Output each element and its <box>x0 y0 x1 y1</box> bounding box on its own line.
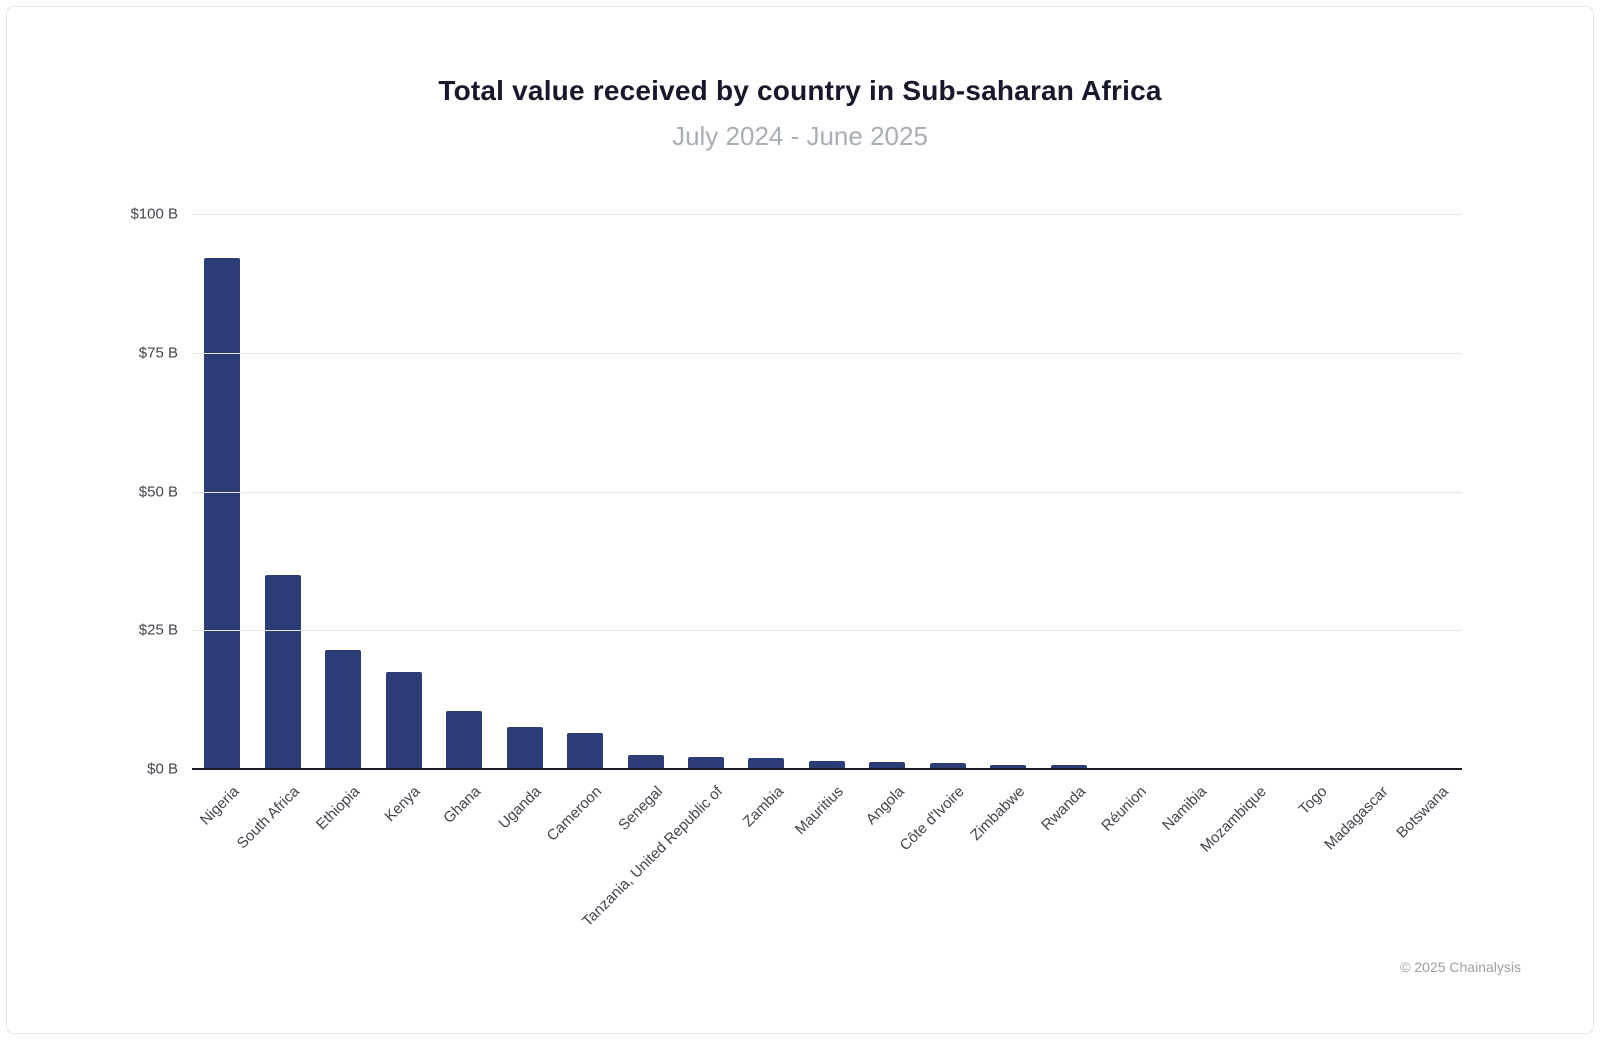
bar-rwanda[interactable] <box>1050 764 1087 769</box>
x-axis-line <box>192 768 1462 770</box>
bar-slot <box>676 214 736 769</box>
gridline-75 <box>192 352 1462 354</box>
bar-c-te-d-ivoire[interactable] <box>929 763 966 769</box>
bar-zimbabwe[interactable] <box>990 764 1027 769</box>
bar-angola[interactable] <box>869 761 906 769</box>
gridline-50 <box>192 491 1462 493</box>
bar-slot <box>192 214 252 769</box>
chart-card: Total value received by country in Sub-s… <box>6 6 1594 1034</box>
bar-slot <box>434 214 494 769</box>
x-tick-label: Zimbabwe <box>967 783 1029 844</box>
bar-slot <box>736 214 796 769</box>
y-tick-label: $100 B <box>130 205 178 223</box>
x-tick-label: South Africa <box>233 783 303 853</box>
x-axis-labels: Nigeria South Africa Ethiopia Kenya Ghana Uga… <box>192 769 1462 999</box>
bar-nigeria[interactable] <box>204 258 241 769</box>
bar-slot <box>373 214 433 769</box>
y-tick-label: $25 B <box>138 621 178 639</box>
x-tick-label: Uganda <box>495 783 545 833</box>
bar-slot <box>252 214 312 769</box>
x-tick-label: Réunion <box>1097 783 1150 835</box>
bar-mauritius[interactable] <box>808 760 845 769</box>
y-tick-label: $0 B <box>147 760 178 778</box>
bar-slot <box>797 214 857 769</box>
x-tick-label: Ethiopia <box>312 783 364 834</box>
x-tick-label: Tanzania, United Republic of <box>579 783 727 931</box>
bar-chart-plot: $0 B $25 B $50 B $75 B $100 B <box>130 206 1462 778</box>
x-tick-label: Kenya <box>381 783 424 826</box>
gridline-100 <box>192 214 1462 215</box>
x-tick-label: Madagascar <box>1320 783 1392 854</box>
copyright-notice: © 2025 Chainalysis <box>1400 959 1521 975</box>
x-tick-label: Togo <box>1295 783 1331 819</box>
x-tick-label: Rwanda <box>1037 783 1089 834</box>
bar-slot <box>918 214 978 769</box>
x-tick-label: Botswana <box>1393 783 1452 842</box>
x-tick-label: Senegal <box>614 783 666 834</box>
bar-slot <box>978 214 1038 769</box>
bar-slot <box>615 214 675 769</box>
bar-south-africa[interactable] <box>264 574 301 769</box>
bar-slot <box>857 214 917 769</box>
gridline-25 <box>192 630 1462 632</box>
y-tick-label: $50 B <box>138 483 178 500</box>
x-tick-label: Namibia <box>1158 783 1210 834</box>
y-tick-label: $75 B <box>138 344 178 362</box>
bar-cameroon[interactable] <box>567 732 604 769</box>
chart-title: Total value received by country in Sub-s… <box>438 75 1162 106</box>
bar-senegal[interactable] <box>627 755 664 769</box>
x-tick-label: Mauritius <box>791 783 848 839</box>
x-tick-label: Zambia <box>739 783 787 831</box>
bar-slot <box>313 214 373 769</box>
bar-ghana[interactable] <box>446 710 483 769</box>
x-tick-label: Mozambique <box>1197 783 1271 856</box>
bar-slot <box>555 214 615 769</box>
bar-tanzania-united-republic-of[interactable] <box>687 756 724 769</box>
x-tick-label: Nigeria <box>196 783 243 829</box>
bar-kenya[interactable] <box>385 671 422 769</box>
x-tick-label: Ghana <box>440 783 485 827</box>
x-tick-label: Cameroon <box>543 783 606 845</box>
bar-series <box>192 214 1462 769</box>
bar-uganda[interactable] <box>506 727 543 769</box>
bar-slot <box>494 214 554 769</box>
x-tick-label: Angola <box>862 783 908 829</box>
bar-slot <box>1039 214 1099 769</box>
chart-header: Total value received by country in Sub-s… <box>7 75 1593 152</box>
x-tick-label: Côte d'Ivoire <box>896 783 968 855</box>
chart-subtitle: July 2024 - June 2025 <box>672 121 928 151</box>
bar-zambia[interactable] <box>748 758 785 769</box>
bar-ethiopia[interactable] <box>325 649 362 769</box>
